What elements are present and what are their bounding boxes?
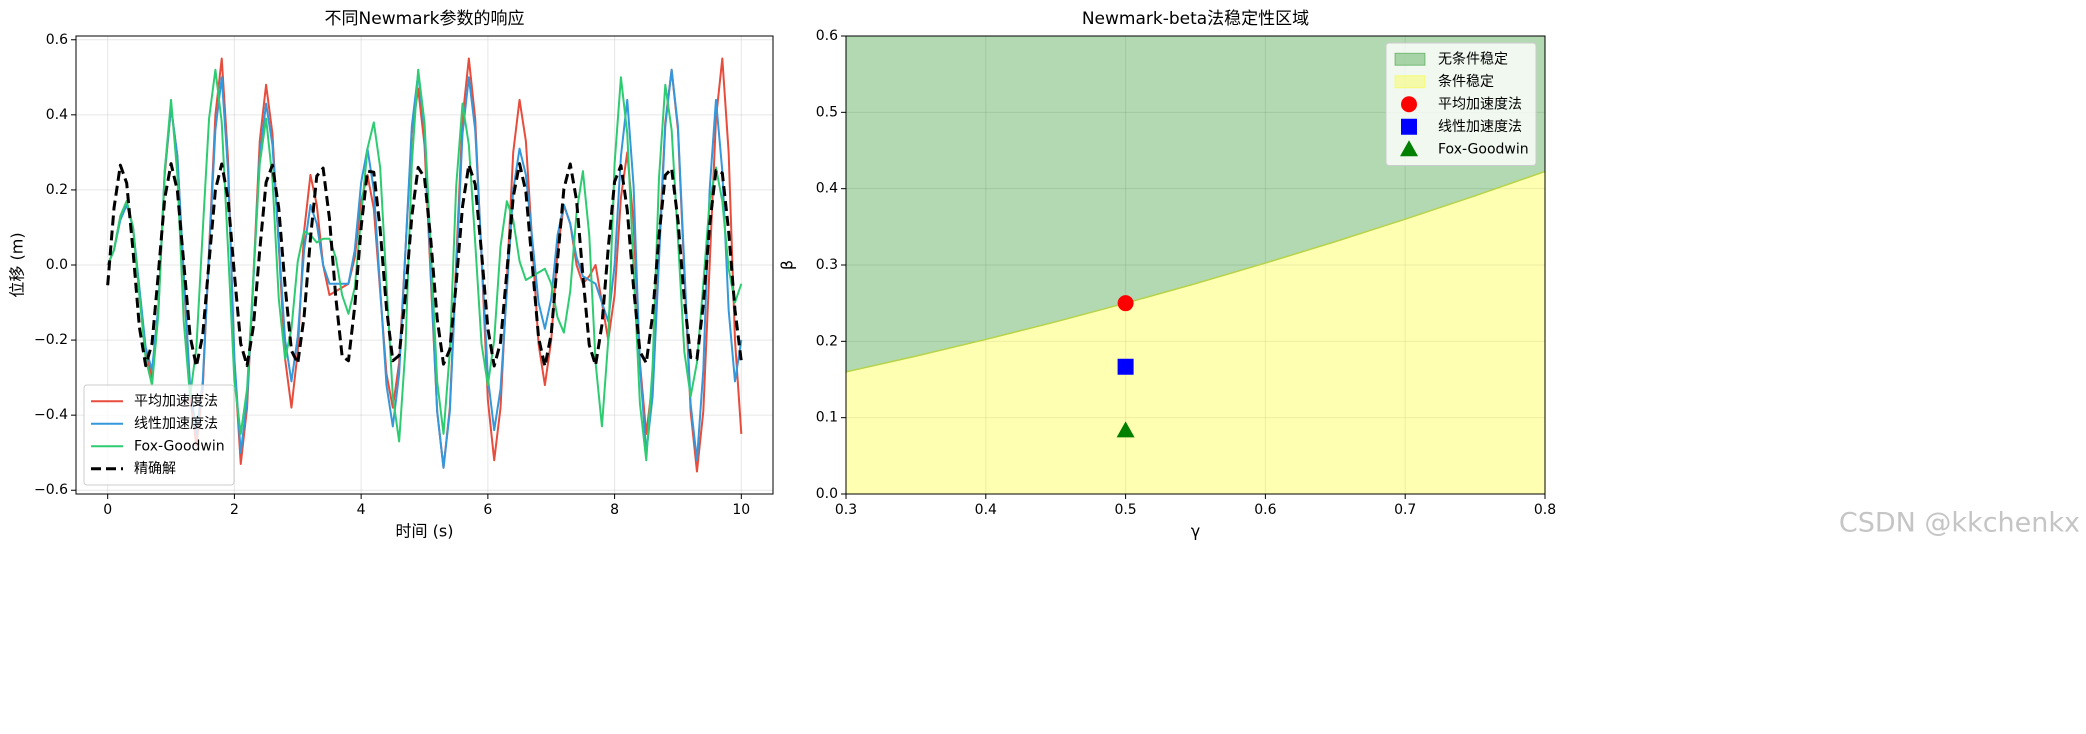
x-tick-label: 6 [483,502,492,518]
y-tick-label: 0.5 [816,104,838,120]
legend-swatch [1394,75,1426,89]
subplot: 0 2 4 6 8 10 −0.6 −0.4 −0.2 0.0 0.2 0.4 0.6 不同Newmark… [8,9,774,541]
legend-box [83,384,235,486]
axes-frame [75,35,774,495]
y-tick-label: 0.2 [46,182,68,198]
stability-region [846,171,1545,494]
y-tick-label: 0.1 [816,410,838,426]
series-line [106,162,743,368]
legend-swatch [1401,118,1417,135]
x-tick-label: 10 [732,502,750,518]
x-tick-label: 2 [230,502,239,518]
legend-label: 无条件稳定 [1438,50,1508,67]
plot-area [846,36,1545,494]
x-tick-label: 0.5 [1114,502,1136,518]
x-axis-label: 时间 (s) [396,522,454,541]
y-tick-label: −0.4 [34,407,68,423]
legend-box [1385,42,1537,166]
x-tick-label: 0.8 [1534,502,1556,518]
y-tick-label: 0.2 [816,333,838,349]
legend-label: 平均加速度法 [134,393,218,409]
legend-swatch [1394,52,1426,66]
y-axis-label: 位移 (m) [8,232,27,297]
x-tick-label: 8 [610,502,619,518]
method-point [1117,358,1134,375]
legend-label: Fox-Goodwin [1438,141,1529,157]
y-tick-label: −0.2 [34,332,68,348]
legend-label: 精确解 [134,461,176,477]
x-tick-label: 0.7 [1394,502,1416,518]
y-tick-label: 0.3 [816,257,838,273]
legend-label: 平均加速度法 [1438,96,1522,112]
legend-label: 线性加速度法 [134,416,218,432]
boundary-line [846,170,1545,373]
plot-area [106,57,743,473]
y-tick-label: 0.4 [816,181,838,197]
legend-swatch [1400,140,1418,157]
x-axis-label: γ [1191,522,1200,541]
y-axis-label: β [778,260,797,270]
y-tick-label: 0.0 [816,486,838,502]
y-tick-label: 0.4 [46,107,68,123]
subplot: 0.3 0.4 0.5 0.6 0.7 0.8 0.0 0.1 0.2 0.3 0.4 0.5 0.6 N… [778,9,1557,541]
chart-title: Newmark-beta法稳定性区域 [1082,9,1309,29]
x-tick-label: 0 [103,502,112,518]
chart-title: 不同Newmark参数的响应 [325,9,525,29]
method-point [1117,295,1134,312]
y-tick-label: 0.6 [46,32,68,48]
legend-label: 线性加速度法 [1438,119,1522,135]
y-tick-label: 0.6 [816,28,838,44]
y-tick-label: 0.0 [46,257,68,273]
legend-label: Fox-Goodwin [134,438,225,454]
x-tick-label: 0.6 [1254,502,1276,518]
x-tick-label: 0.3 [835,502,857,518]
stability-region [846,36,1545,372]
y-tick-label: −0.6 [34,482,68,498]
method-point [1116,421,1135,438]
x-tick-label: 4 [357,502,366,518]
watermark: CSDN @kkchenkx [1839,508,2080,539]
legend-label: 条件稳定 [1438,73,1494,90]
axes-frame [845,35,1546,495]
legend-swatch [1401,96,1417,113]
x-tick-label: 0.4 [975,502,997,518]
